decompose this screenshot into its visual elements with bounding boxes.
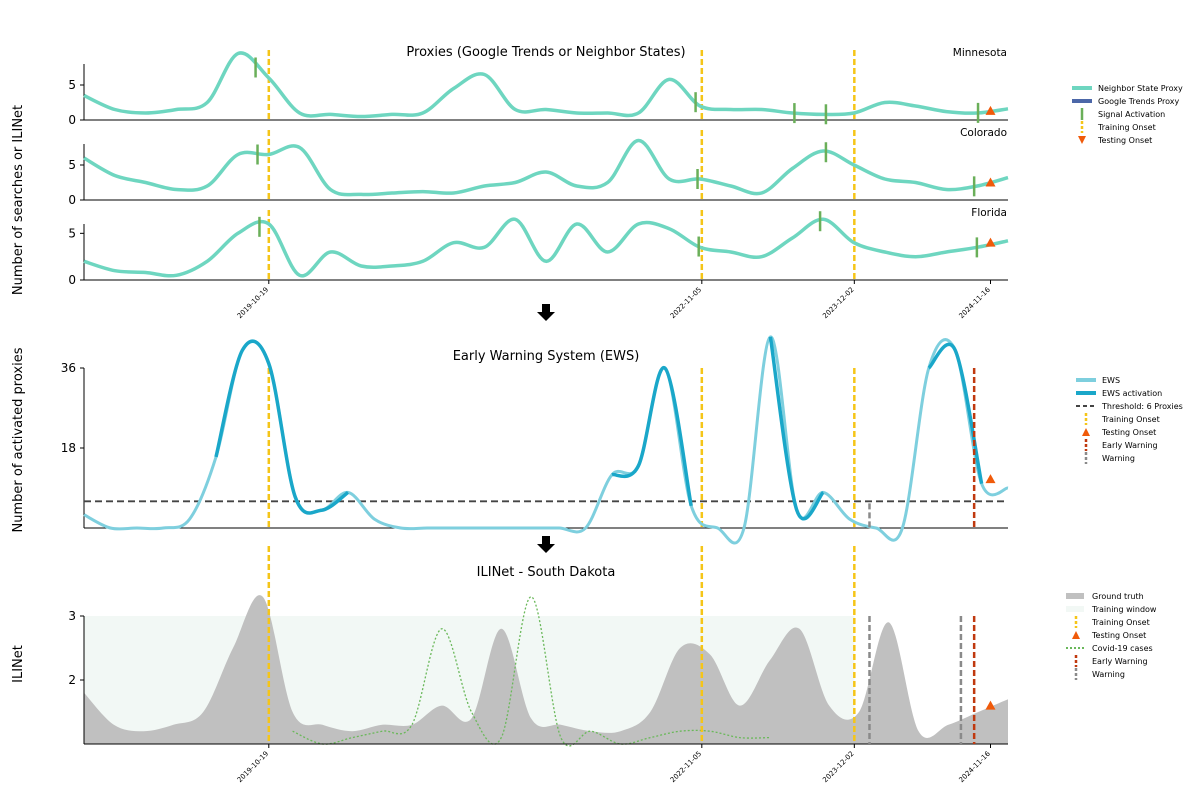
- ilinet-legend-label: Ground truth: [1092, 592, 1144, 601]
- flow-arrow-down-icon: [537, 304, 555, 321]
- ews-testing-onset-marker: [985, 474, 996, 484]
- ews-legend-label: Testing Onset: [1101, 428, 1156, 437]
- ilinet-legend-swatch: [1066, 593, 1084, 599]
- x-tick-label: 2022-11-05: [669, 286, 703, 320]
- ilinet-title: ILINet - South Dakota: [477, 565, 616, 580]
- ilinet-legend-label: Training window: [1091, 605, 1157, 614]
- ilinet-ylabel: ILINet: [11, 645, 26, 683]
- florida-y-tick-label: 0: [68, 273, 76, 287]
- colorado-proxy-line: [83, 138, 1009, 197]
- ews-legend-label: Training Onset: [1101, 415, 1160, 424]
- ews-legend-label: Early Warning: [1102, 441, 1158, 450]
- ilinet-legend-label: Covid-19 cases: [1092, 644, 1153, 653]
- ews-legend-label: Threshold: 6 Proxies: [1101, 402, 1183, 411]
- proxies-legend-label: Google Trends Proxy: [1098, 97, 1180, 106]
- ews-legend-label: EWS activation: [1102, 389, 1162, 398]
- ews-line: [83, 335, 1009, 545]
- flow-arrow-down-icon-2: [537, 536, 555, 553]
- ground-truth-area: [84, 595, 1008, 744]
- ews-activation-line: [214, 339, 350, 515]
- ews-activation-line: [927, 342, 984, 484]
- minnesota-proxy-line: [83, 51, 1009, 119]
- ews-y-tick-label: 36: [61, 361, 76, 375]
- ews-legend-swatch: [1082, 428, 1090, 436]
- colorado-y-tick-label: 0: [68, 193, 76, 207]
- florida-y-tick-label: 5: [68, 226, 76, 240]
- ilinet-legend-label: Testing Onset: [1091, 631, 1146, 640]
- minnesota-y-tick-label: 5: [68, 78, 76, 92]
- ews-activation-line: [611, 366, 693, 507]
- proxies-legend-label: Training Onset: [1097, 123, 1156, 132]
- state-label-minnesota: Minnesota: [953, 47, 1007, 59]
- state-label-florida: Florida: [971, 207, 1007, 219]
- minnesota-testing-onset-marker: [985, 105, 996, 115]
- x-tick-label: 2022-11-05: [669, 750, 703, 784]
- proxies-legend-label: Signal Activation: [1098, 110, 1165, 119]
- minnesota-y-tick-label: 0: [68, 113, 76, 127]
- colorado-testing-onset-marker: [985, 177, 996, 187]
- florida-proxy-line: [83, 217, 1009, 278]
- proxies-ylabel: Number of searches or ILINet: [11, 105, 26, 295]
- ilinet-testing-onset-marker: [985, 700, 996, 710]
- ilinet-legend-swatch: [1072, 631, 1080, 639]
- x-tick-label: 2024-11-16: [957, 749, 992, 784]
- ilinet-legend-label: Early Warning: [1092, 657, 1148, 666]
- ews-y-tick-label: 18: [61, 441, 76, 455]
- ews-legend-label: Warning: [1102, 454, 1135, 463]
- ilinet-legend-label: Training Onset: [1091, 618, 1150, 627]
- x-tick-label: 2019-10-19: [236, 286, 270, 320]
- x-tick-label: 2023-12-02: [821, 286, 855, 320]
- ews-ylabel: Number of activated proxies: [11, 347, 26, 532]
- proxies-legend-label: Testing Onset: [1097, 136, 1152, 145]
- state-label-colorado: Colorado: [960, 127, 1007, 139]
- covid-cases-line: [292, 596, 770, 747]
- ilinet-y-tick-label: 3: [68, 609, 76, 623]
- ilinet-legend-label: Warning: [1092, 670, 1125, 679]
- ilinet-y-tick-label: 2: [68, 673, 76, 687]
- proxies-legend-swatch: [1078, 136, 1086, 144]
- proxies-title: Proxies (Google Trends or Neighbor State…: [406, 45, 685, 60]
- ews-activation-line: [768, 336, 825, 521]
- florida-testing-onset-marker: [985, 237, 996, 247]
- ews-title: Early Warning System (EWS): [453, 349, 640, 364]
- proxies-legend-label: Neighbor State Proxy: [1098, 84, 1183, 93]
- x-tick-label: 2019-10-19: [236, 750, 270, 784]
- x-tick-label: 2024-11-16: [957, 285, 992, 320]
- colorado-y-tick-label: 5: [68, 158, 76, 172]
- ews-legend-label: EWS: [1102, 376, 1120, 385]
- x-tick-label: 2023-12-02: [821, 750, 855, 784]
- ilinet-legend-swatch: [1066, 606, 1084, 612]
